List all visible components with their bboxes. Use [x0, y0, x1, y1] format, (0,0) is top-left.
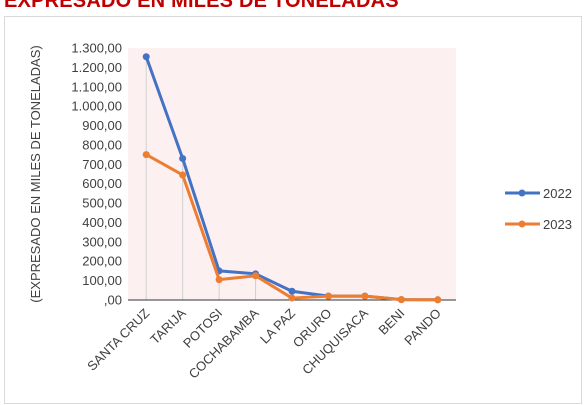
y-tick-label: 800,00 — [82, 137, 122, 152]
legend-label-2022: 2022 — [543, 186, 572, 201]
data-point-2023 — [434, 296, 442, 304]
data-point-2023 — [361, 292, 369, 300]
y-tick-label: 200,00 — [82, 254, 122, 269]
data-point-2023 — [324, 292, 332, 300]
data-point-2023 — [142, 151, 150, 159]
x-tick-label: BENI — [375, 306, 407, 338]
y-tick-label: 1.100,00 — [71, 79, 122, 94]
legend: 2022 2023 — [505, 186, 572, 232]
legend-marker-2022 — [518, 189, 526, 197]
series-group — [142, 53, 442, 304]
legend-label-2023: 2023 — [543, 217, 572, 232]
y-tick-label: 500,00 — [82, 196, 122, 211]
y-tick-label: 300,00 — [82, 234, 122, 249]
y-tick-label: ,00 — [104, 293, 122, 308]
y-tick-label: 600,00 — [82, 176, 122, 191]
legend-marker-2023 — [518, 220, 526, 228]
data-point-2023 — [288, 294, 296, 302]
y-tick-label: 100,00 — [82, 273, 122, 288]
y-tick-label: 1.200,00 — [71, 60, 122, 75]
x-tick-label: SANTA CRUZ — [84, 305, 152, 373]
y-tick-label: 400,00 — [82, 215, 122, 230]
plot-area — [128, 48, 456, 300]
data-point-2023 — [252, 272, 260, 280]
chart-frame — [4, 16, 582, 404]
y-tick-label: 700,00 — [82, 157, 122, 172]
y-axis-ticks: ,00 100,00 200,00 300,00 400,00 500,00 600,00 7… — [71, 41, 122, 308]
x-tick-label: CHUQUISACA — [299, 305, 371, 377]
x-tick-label: PANDO — [401, 306, 444, 349]
data-point-2022 — [288, 287, 296, 295]
data-point-2023 — [397, 296, 405, 304]
chart-title-strip: EXPRESADO EN MILES DE TONELADAS — [0, 0, 586, 14]
data-point-2023 — [215, 276, 223, 284]
data-point-2022 — [142, 53, 150, 61]
y-tick-label: 1.000,00 — [71, 99, 122, 114]
chart-title: EXPRESADO EN MILES DE TONELADAS — [4, 0, 399, 12]
y-tick-label: 1.300,00 — [71, 41, 122, 56]
data-point-2022 — [179, 154, 187, 162]
y-axis-label: (EXPRESADO EN MILES DE TONELADAS) — [28, 45, 43, 302]
data-point-2023 — [179, 171, 187, 179]
y-tick-label: 900,00 — [82, 118, 122, 133]
